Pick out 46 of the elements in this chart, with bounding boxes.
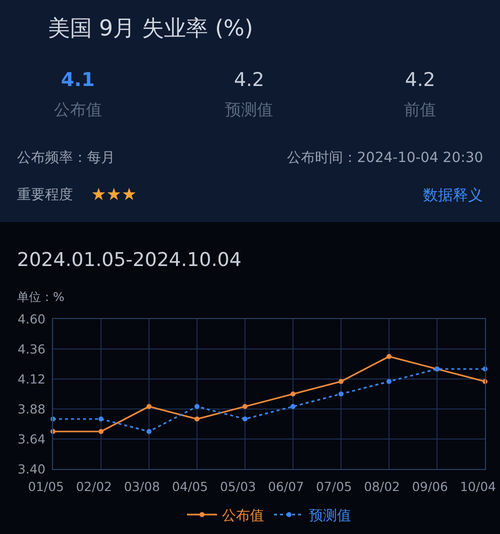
text: 数据释义	[423, 186, 483, 204]
text: 公布频率：每月	[17, 150, 115, 166]
text: 前值	[404, 100, 436, 119]
chart-subtitle: 2024.01.05-2024.10.04	[17, 249, 242, 271]
point	[242, 404, 248, 409]
text: 公布时间：2024-10-04 20:30	[287, 150, 484, 166]
point	[290, 404, 296, 409]
point	[194, 404, 200, 409]
x-tick-label: 03/08	[124, 479, 160, 494]
text: 4.2	[234, 69, 264, 91]
y-tick-label: 4.36	[18, 341, 46, 356]
text: 公布值	[54, 100, 102, 119]
legend-label: 公布值	[222, 508, 264, 524]
x-tick-label: 01/05	[28, 479, 64, 494]
x-tick-label: 06/07	[268, 479, 304, 494]
y-tick-label: 3.40	[18, 461, 46, 476]
point	[338, 379, 344, 384]
point	[242, 416, 248, 422]
text: 重要程度	[17, 187, 73, 203]
y-tick-label: 3.88	[18, 401, 46, 416]
point	[98, 416, 104, 422]
point	[290, 392, 296, 396]
y-tick-label: 4.12	[18, 371, 46, 386]
x-tick-label: 05/03	[220, 479, 256, 494]
y-tick-label: 4.60	[18, 311, 46, 326]
point	[146, 429, 152, 434]
point	[146, 404, 152, 409]
point	[386, 354, 392, 359]
x-tick-label: 07/05	[316, 479, 352, 494]
point	[98, 429, 104, 434]
point	[194, 416, 200, 422]
x-tick-label: 10/04	[460, 479, 496, 494]
x-tick-label: 02/02	[76, 479, 112, 494]
x-tick-label: 08/02	[364, 479, 400, 494]
point	[338, 392, 344, 396]
y-axis-title: 单位：%	[17, 290, 64, 304]
text: 4.1	[61, 69, 95, 91]
x-tick-label: 09/06	[412, 479, 448, 494]
legend-label: 预测值	[309, 508, 351, 524]
text: 预测值	[225, 100, 273, 119]
point	[386, 379, 392, 384]
x-tick-label: 04/05	[172, 479, 208, 494]
text: 4.2	[405, 69, 436, 91]
y-tick-label: 3.64	[18, 431, 46, 446]
text: ★★★	[91, 185, 137, 205]
chart-title: 美国 9月 失业率 (%)	[48, 16, 254, 42]
